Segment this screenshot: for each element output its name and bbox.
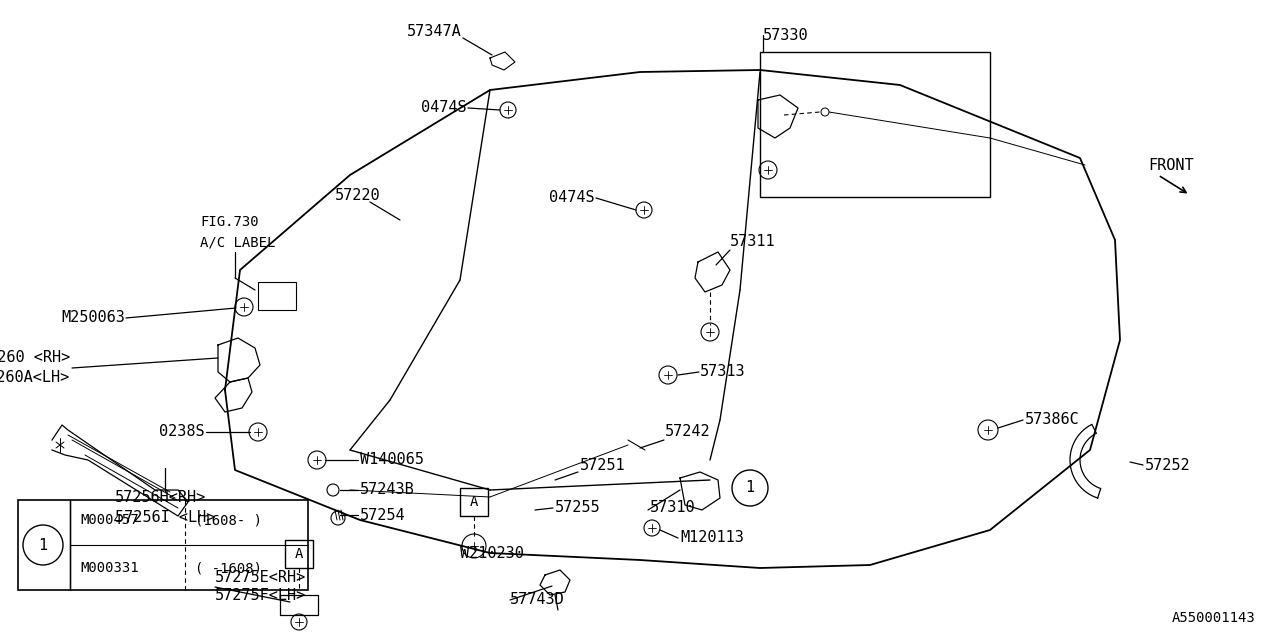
Text: M120113: M120113 bbox=[680, 531, 744, 545]
Text: 0474S: 0474S bbox=[421, 100, 467, 115]
Text: A: A bbox=[294, 547, 303, 561]
Text: M000457: M000457 bbox=[79, 513, 138, 527]
Text: 57347A: 57347A bbox=[407, 24, 462, 40]
Text: A: A bbox=[470, 495, 479, 509]
Text: (1608- ): (1608- ) bbox=[195, 513, 262, 527]
Text: ( -1608): ( -1608) bbox=[195, 561, 262, 575]
Text: M000331: M000331 bbox=[79, 561, 138, 575]
Text: 57313: 57313 bbox=[700, 365, 746, 380]
Text: FIG.730: FIG.730 bbox=[200, 215, 259, 229]
Text: 57220: 57220 bbox=[335, 188, 380, 202]
Text: 57251: 57251 bbox=[580, 458, 626, 472]
Bar bbox=[285, 540, 314, 568]
Text: 57256I <LH>: 57256I <LH> bbox=[115, 511, 215, 525]
Text: FRONT: FRONT bbox=[1148, 157, 1194, 173]
Text: 57243B: 57243B bbox=[360, 483, 415, 497]
Bar bbox=[259, 282, 296, 310]
Text: 57386C: 57386C bbox=[1025, 413, 1080, 428]
Text: 57256H<RH>: 57256H<RH> bbox=[115, 490, 206, 506]
Bar bbox=[760, 52, 989, 197]
Text: 57311: 57311 bbox=[730, 234, 776, 250]
Text: 1: 1 bbox=[745, 481, 755, 495]
Text: 57254: 57254 bbox=[360, 508, 406, 522]
Text: W210230: W210230 bbox=[460, 545, 524, 561]
Text: W140065: W140065 bbox=[360, 452, 424, 467]
Text: A/C LABEL: A/C LABEL bbox=[200, 235, 275, 249]
Text: 57260A<LH>: 57260A<LH> bbox=[0, 371, 70, 385]
Text: 1: 1 bbox=[38, 538, 47, 552]
Text: 0474S: 0474S bbox=[549, 191, 595, 205]
Bar bbox=[18, 500, 308, 590]
Text: 57242: 57242 bbox=[666, 424, 710, 440]
Text: 57275E<RH>: 57275E<RH> bbox=[215, 570, 306, 586]
Text: 0238S: 0238S bbox=[160, 424, 205, 440]
Text: 57260 <RH>: 57260 <RH> bbox=[0, 351, 70, 365]
Text: 57310: 57310 bbox=[650, 500, 695, 515]
Text: A550001143: A550001143 bbox=[1171, 611, 1254, 625]
Text: M250063: M250063 bbox=[61, 310, 125, 326]
Text: 57330: 57330 bbox=[763, 28, 809, 42]
Text: 57255: 57255 bbox=[556, 500, 600, 515]
Text: 57252: 57252 bbox=[1146, 458, 1190, 472]
Bar bbox=[460, 488, 488, 516]
Text: 57743D: 57743D bbox=[509, 593, 564, 607]
Text: 57275F<LH>: 57275F<LH> bbox=[215, 589, 306, 604]
